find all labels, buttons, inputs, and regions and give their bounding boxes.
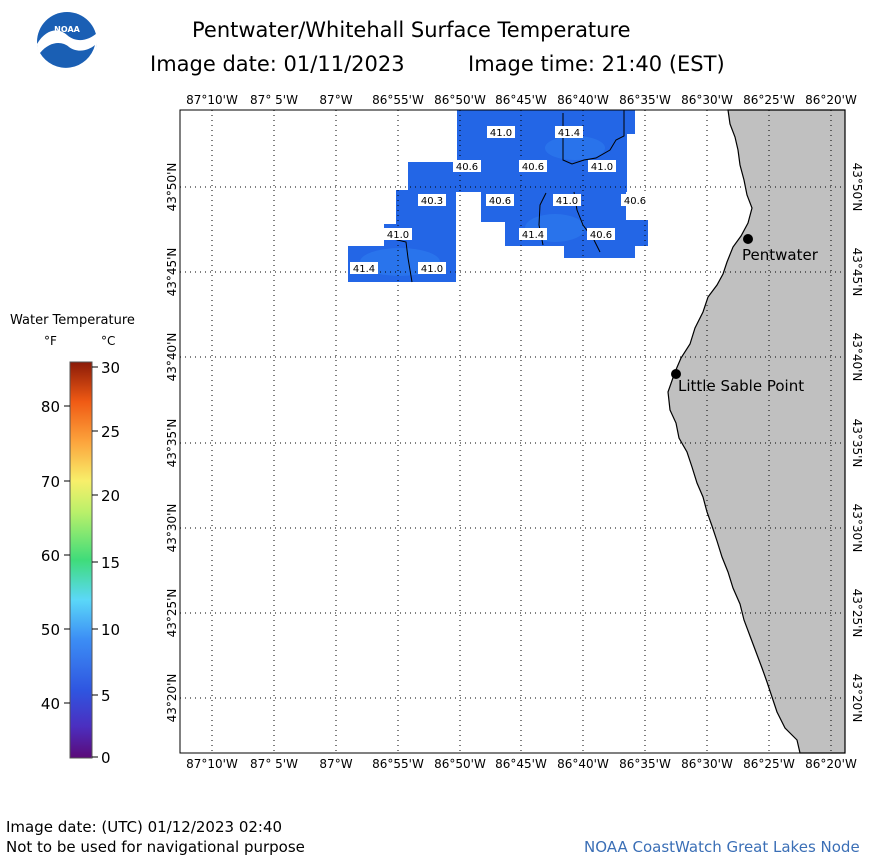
lat-labels-right: 43°50'N 43°45'N 43°40'N 43°35'N 43°30'N …	[850, 163, 864, 723]
lat-label: 43°30'N	[165, 504, 179, 553]
lon-label: 87°10'W	[186, 757, 238, 771]
legend-f-tick: 40	[41, 695, 60, 713]
lat-label: 43°45'N	[165, 248, 179, 297]
legend-f-ticks: 80 70 60 50 40	[41, 398, 60, 713]
legend-c-tick: 20	[101, 487, 120, 505]
legend-c-tick: 0	[101, 749, 111, 767]
legend-c-ticks: 30 25 20 15 10 5 0	[101, 359, 120, 767]
temp-label: 41.0	[387, 230, 409, 241]
lat-label: 43°40'N	[850, 333, 864, 382]
legend-title: Water Temperature	[10, 313, 135, 328]
lon-label: 86°25'W	[743, 757, 795, 771]
temperature-legend: Water Temperature °F °C 80 70 60 50 40 3…	[10, 313, 135, 767]
legend-color-bar	[69, 361, 93, 759]
legend-ticks	[64, 366, 98, 758]
temp-label: 40.6	[456, 162, 478, 173]
pentwater-marker	[743, 234, 753, 244]
noaa-logo: NOAA	[37, 12, 98, 73]
lon-label: 86°40'W	[557, 757, 609, 771]
lon-label: 86°55'W	[372, 93, 424, 107]
lon-label: 86°25'W	[743, 93, 795, 107]
temp-label: 40.6	[624, 196, 646, 207]
noaa-logo-text: NOAA	[54, 25, 80, 34]
lon-label: 87° 5'W	[250, 93, 298, 107]
lat-label: 43°50'N	[165, 163, 179, 212]
temp-label: 41.4	[353, 264, 375, 275]
legend-c-tick: 30	[101, 359, 120, 377]
lat-label: 43°30'N	[850, 504, 864, 553]
lat-label: 43°40'N	[165, 333, 179, 382]
lon-label: 86°45'W	[495, 757, 547, 771]
legend-f-tick: 50	[41, 621, 60, 639]
lat-label: 43°35'N	[165, 419, 179, 468]
pentwater-label: Pentwater	[742, 246, 819, 264]
lon-label: 86°35'W	[619, 757, 671, 771]
lon-labels-top: 87°10'W 87° 5'W 87°W 86°55'W 86°50'W 86°…	[186, 93, 857, 107]
legend-unit-c: °C	[101, 334, 115, 348]
temp-label: 41.0	[591, 162, 613, 173]
lon-label: 86°20'W	[805, 93, 857, 107]
legend-c-tick: 25	[101, 423, 120, 441]
image-date: Image date: 01/11/2023	[150, 52, 405, 76]
graticule	[180, 110, 845, 753]
legend-c-tick: 5	[101, 687, 111, 705]
navigation-disclaimer: Not to be used for navigational purpose	[6, 838, 305, 856]
lon-label: 86°50'W	[434, 93, 486, 107]
temp-label: 40.6	[522, 162, 544, 173]
land-area	[667, 109, 846, 754]
legend-c-tick: 10	[101, 621, 120, 639]
lon-label: 86°50'W	[434, 757, 486, 771]
temp-label: 41.0	[556, 196, 578, 207]
image-time: Image time: 21:40 (EST)	[468, 52, 725, 76]
lat-label: 43°20'N	[165, 674, 179, 723]
lon-label: 86°30'W	[681, 757, 733, 771]
legend-unit-f: °F	[44, 334, 57, 348]
utc-image-date: Image date: (UTC) 01/12/2023 02:40	[6, 818, 283, 836]
little-sable-point-label: Little Sable Point	[678, 377, 804, 395]
source-credit: NOAA CoastWatch Great Lakes Node	[584, 838, 860, 856]
temperature-labels: 41.0 41.4 40.6 40.6 41.0 40.3 40.6 41.0 …	[350, 126, 649, 275]
isotherm-line	[562, 110, 625, 165]
lat-label: 43°25'N	[850, 589, 864, 638]
lon-labels-bottom: 87°10'W 87° 5'W 87°W 86°55'W 86°50'W 86°…	[186, 757, 857, 771]
temp-label: 41.4	[522, 230, 544, 241]
lat-label: 43°45'N	[850, 248, 864, 297]
lat-label: 43°20'N	[850, 674, 864, 723]
sst-patch	[457, 110, 635, 134]
temp-label: 41.0	[421, 264, 443, 275]
temp-label: 41.0	[490, 128, 512, 139]
lat-label: 43°25'N	[165, 589, 179, 638]
temp-label: 40.3	[421, 196, 443, 207]
temp-label: 40.6	[489, 196, 511, 207]
lat-label: 43°35'N	[850, 419, 864, 468]
little-sable-point-marker	[671, 369, 681, 379]
lat-label: 43°50'N	[850, 163, 864, 212]
lon-label: 86°40'W	[557, 93, 609, 107]
lon-label: 86°35'W	[619, 93, 671, 107]
lat-labels-left: 43°50'N 43°45'N 43°40'N 43°35'N 43°30'N …	[165, 163, 179, 723]
lon-label: 87°W	[319, 757, 352, 771]
temp-label: 41.4	[558, 128, 580, 139]
legend-f-tick: 70	[41, 473, 60, 491]
lon-label: 87° 5'W	[250, 757, 298, 771]
legend-c-tick: 15	[101, 554, 120, 572]
temp-label: 40.6	[590, 230, 612, 241]
lon-label: 86°45'W	[495, 93, 547, 107]
lon-label: 87°W	[319, 93, 352, 107]
sst-warm-spot	[545, 136, 605, 160]
page-title: Pentwater/Whitehall Surface Temperature	[192, 18, 631, 42]
lon-label: 86°55'W	[372, 757, 424, 771]
lon-label: 86°30'W	[681, 93, 733, 107]
legend-f-tick: 60	[41, 547, 60, 565]
lon-label: 86°20'W	[805, 757, 857, 771]
map-frame	[179, 109, 846, 754]
lon-label: 87°10'W	[186, 93, 238, 107]
legend-f-tick: 80	[41, 398, 60, 416]
